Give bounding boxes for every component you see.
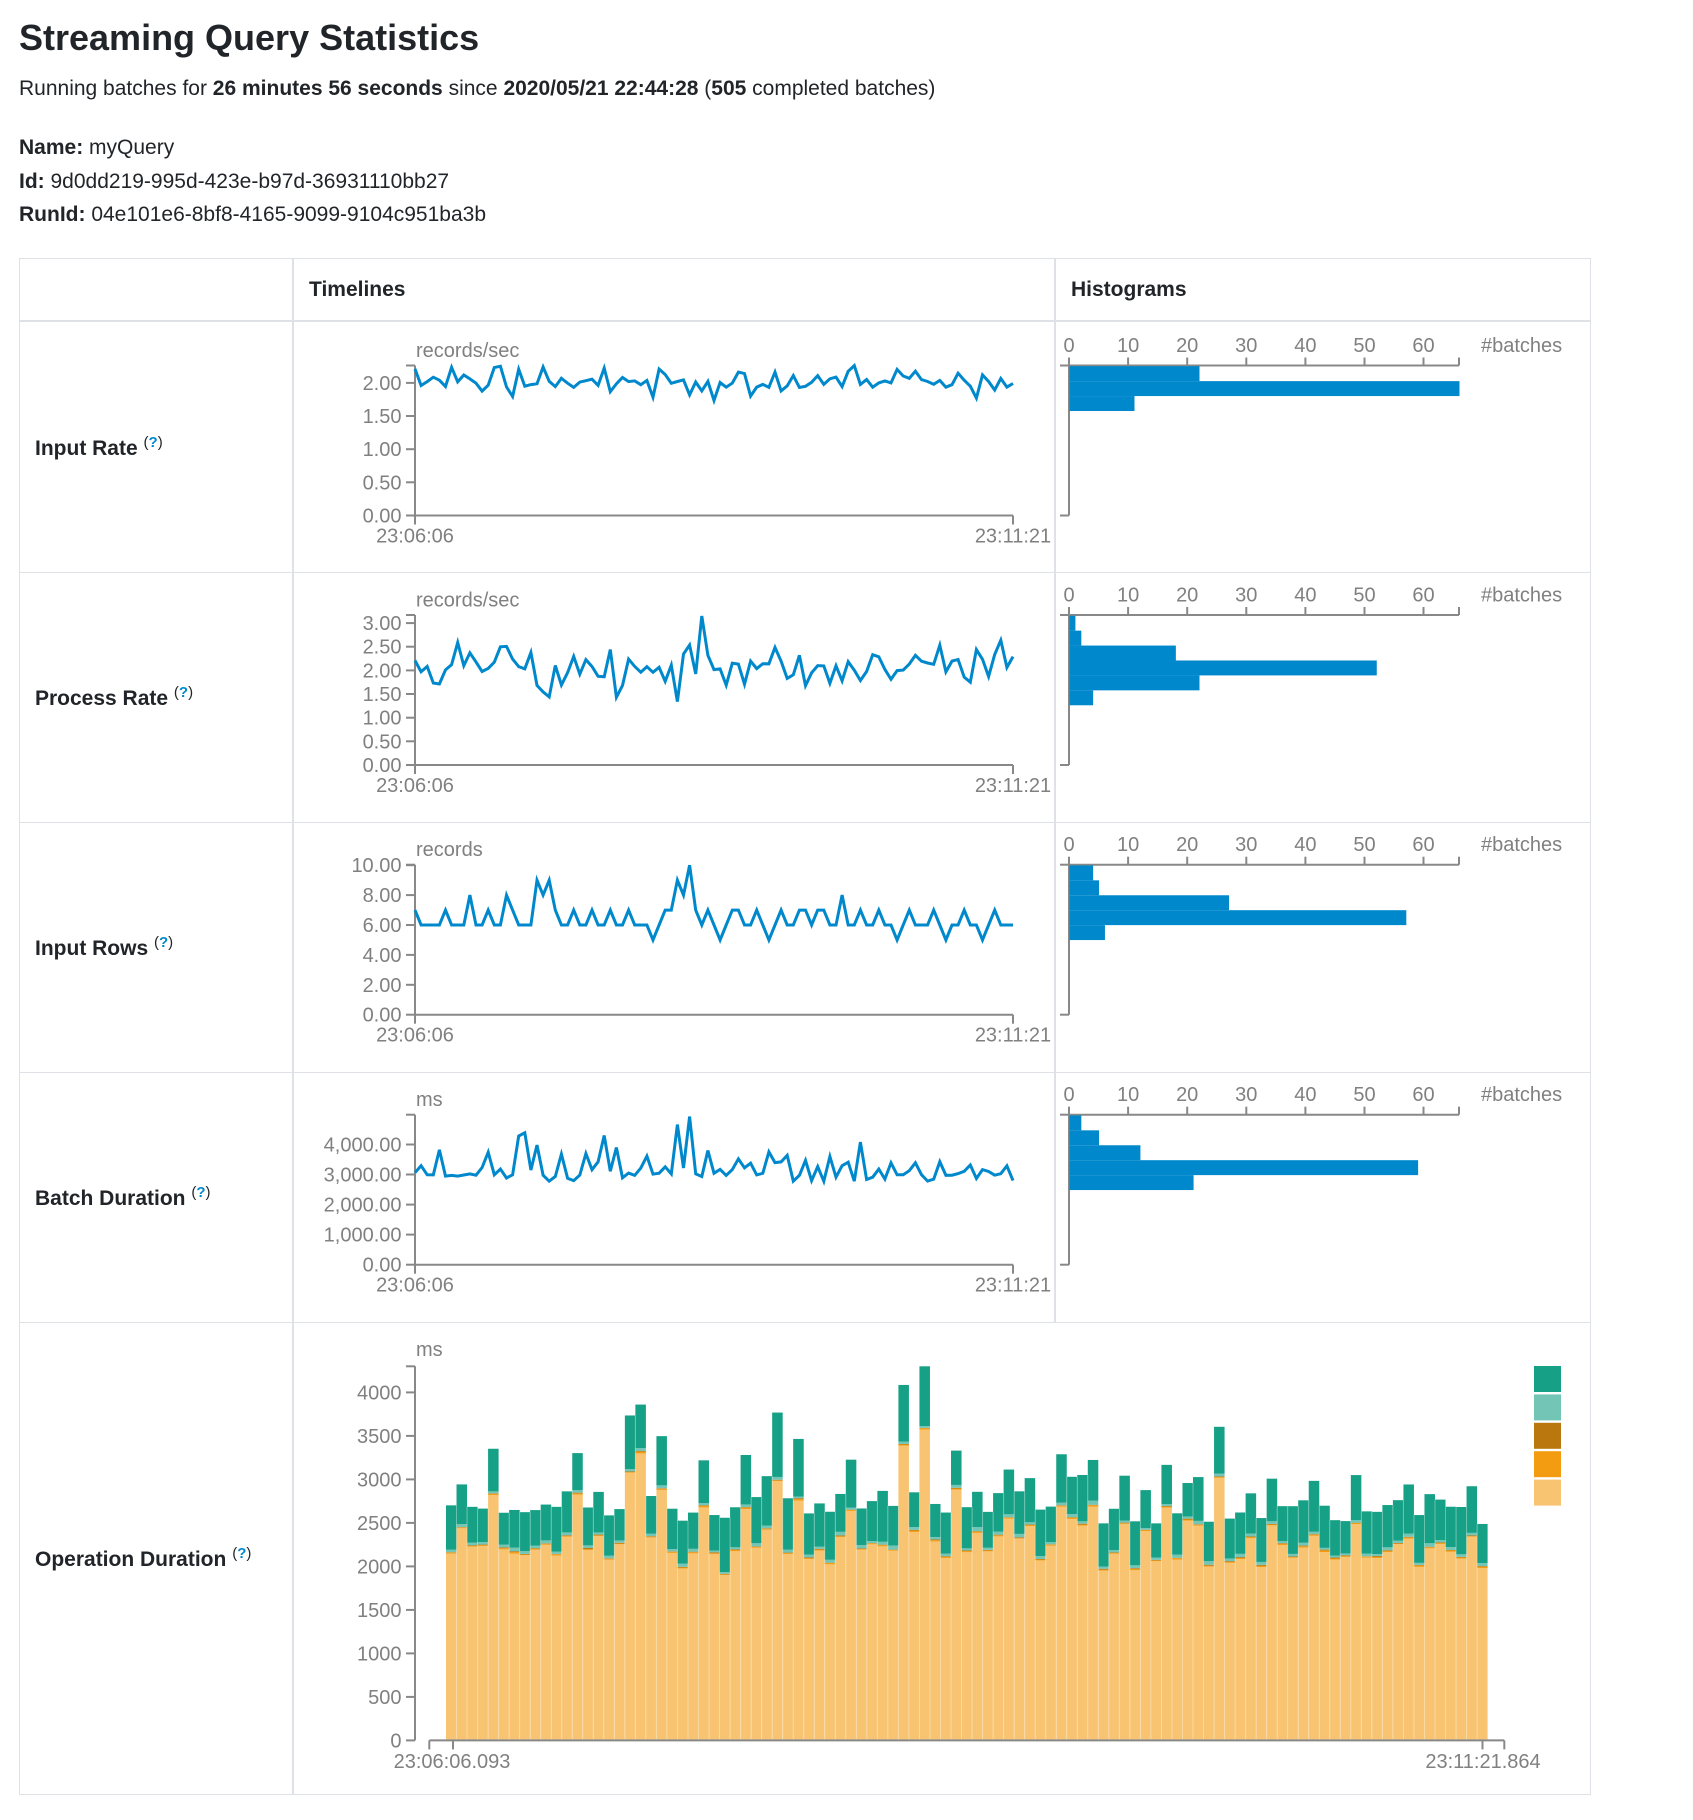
svg-text:23:11:21.864: 23:11:21.864 <box>1425 1751 1540 1773</box>
svg-text:40: 40 <box>1294 335 1316 357</box>
svg-text:30: 30 <box>1235 585 1257 607</box>
svg-text:1.00: 1.00 <box>363 439 402 461</box>
svg-text:1.00: 1.00 <box>363 708 402 730</box>
svg-text:3.00: 3.00 <box>363 613 402 635</box>
svg-text:10: 10 <box>1117 834 1139 856</box>
svg-text:23:06:06.093: 23:06:06.093 <box>394 1751 511 1773</box>
svg-text:0.50: 0.50 <box>363 472 402 494</box>
svg-text:0: 0 <box>1063 335 1074 357</box>
svg-text:20: 20 <box>1176 585 1198 607</box>
svg-text:30: 30 <box>1235 834 1257 856</box>
svg-text:1000: 1000 <box>357 1643 402 1665</box>
svg-text:50: 50 <box>1353 335 1375 357</box>
svg-text:0.00: 0.00 <box>363 506 402 528</box>
svg-text:#batches: #batches <box>1481 335 1562 357</box>
svg-text:3500: 3500 <box>357 1426 402 1448</box>
svg-text:2000: 2000 <box>357 1556 402 1578</box>
svg-text:23:06:06: 23:06:06 <box>376 526 454 548</box>
svg-text:ms: ms <box>416 1089 443 1111</box>
svg-text:40: 40 <box>1294 585 1316 607</box>
svg-text:60: 60 <box>1412 335 1434 357</box>
svg-text:50: 50 <box>1353 585 1375 607</box>
svg-text:50: 50 <box>1353 1084 1375 1106</box>
svg-text:4000: 4000 <box>357 1382 402 1404</box>
svg-text:50: 50 <box>1353 834 1375 856</box>
svg-text:1.50: 1.50 <box>363 406 402 428</box>
svg-text:23:11:21: 23:11:21 <box>975 775 1051 797</box>
svg-text:20: 20 <box>1176 834 1198 856</box>
svg-text:10: 10 <box>1117 335 1139 357</box>
svg-text:23:06:06: 23:06:06 <box>376 1025 454 1047</box>
svg-text:23:11:21: 23:11:21 <box>975 1025 1051 1047</box>
svg-text:40: 40 <box>1294 1084 1316 1106</box>
svg-text:1,000.00: 1,000.00 <box>324 1225 402 1247</box>
svg-text:30: 30 <box>1235 335 1257 357</box>
svg-text:10: 10 <box>1117 1084 1139 1106</box>
svg-text:23:06:06: 23:06:06 <box>376 775 454 797</box>
svg-text:0: 0 <box>390 1730 401 1752</box>
svg-text:60: 60 <box>1412 1084 1434 1106</box>
svg-text:500: 500 <box>368 1687 401 1709</box>
svg-text:3000: 3000 <box>357 1469 402 1491</box>
svg-text:0: 0 <box>1063 585 1074 607</box>
svg-text:0.50: 0.50 <box>363 731 402 753</box>
svg-text:10: 10 <box>1117 585 1139 607</box>
svg-text:0.00: 0.00 <box>363 755 402 777</box>
svg-text:3,000.00: 3,000.00 <box>324 1165 402 1187</box>
svg-text:records/sec: records/sec <box>416 590 519 612</box>
svg-text:1500: 1500 <box>357 1600 402 1622</box>
svg-text:0: 0 <box>1063 1084 1074 1106</box>
svg-text:60: 60 <box>1412 834 1434 856</box>
svg-text:2500: 2500 <box>357 1513 402 1535</box>
svg-text:1.50: 1.50 <box>363 684 402 706</box>
svg-text:20: 20 <box>1176 1084 1198 1106</box>
svg-text:4,000.00: 4,000.00 <box>324 1135 402 1157</box>
svg-text:2.00: 2.00 <box>363 975 402 997</box>
svg-text:#batches: #batches <box>1481 834 1562 856</box>
svg-text:60: 60 <box>1412 585 1434 607</box>
svg-text:2.00: 2.00 <box>363 660 402 682</box>
svg-text:0: 0 <box>1063 834 1074 856</box>
svg-text:2.00: 2.00 <box>363 373 402 395</box>
svg-text:2,000.00: 2,000.00 <box>324 1195 402 1217</box>
svg-text:20: 20 <box>1176 335 1198 357</box>
svg-text:30: 30 <box>1235 1084 1257 1106</box>
svg-text:0.00: 0.00 <box>363 1005 402 1027</box>
svg-text:0.00: 0.00 <box>363 1255 402 1277</box>
svg-text:#batches: #batches <box>1481 1084 1562 1106</box>
svg-text:8.00: 8.00 <box>363 885 402 907</box>
svg-text:4.00: 4.00 <box>363 945 402 967</box>
svg-text:10.00: 10.00 <box>351 855 401 877</box>
svg-text:records: records <box>416 839 483 861</box>
svg-text:23:11:21: 23:11:21 <box>975 526 1051 548</box>
svg-text:40: 40 <box>1294 834 1316 856</box>
svg-text:23:06:06: 23:06:06 <box>376 1275 454 1297</box>
svg-text:23:11:21: 23:11:21 <box>975 1275 1051 1297</box>
svg-text:2.50: 2.50 <box>363 637 402 659</box>
svg-text:#batches: #batches <box>1481 585 1562 607</box>
svg-text:ms: ms <box>416 1339 443 1361</box>
svg-text:6.00: 6.00 <box>363 915 402 937</box>
svg-text:records/sec: records/sec <box>416 340 519 362</box>
